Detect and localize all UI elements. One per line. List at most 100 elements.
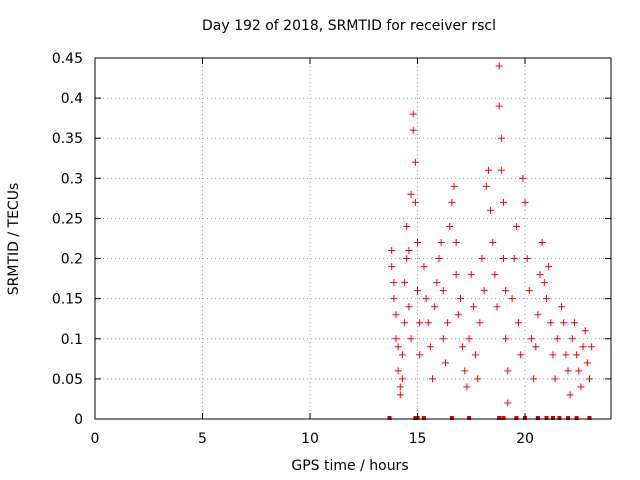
x-tick-labels: 0 5 10 15 20 <box>91 431 534 447</box>
data-point <box>562 351 570 359</box>
y-tick-label: 0.4 <box>61 91 83 107</box>
y-tick-label: 0.2 <box>61 252 83 268</box>
data-point <box>476 319 484 327</box>
data-point <box>543 295 550 303</box>
data-point <box>482 182 490 190</box>
y-axis-label: SRMTID / TECUs <box>6 183 22 296</box>
data-point <box>487 206 495 214</box>
data-point <box>467 271 475 279</box>
data-points <box>387 62 596 420</box>
zero-value-marker <box>421 416 426 420</box>
zero-value-marker <box>566 416 570 420</box>
zero-value-marker <box>497 416 502 420</box>
data-point <box>463 383 471 391</box>
data-point <box>515 319 523 327</box>
data-point <box>457 295 464 303</box>
y-tick-labels: 0 0.05 0.1 0.15 0.2 0.25 0.3 0.35 0.4 0.45 <box>52 51 83 428</box>
data-point <box>493 303 501 311</box>
data-point <box>403 255 411 263</box>
data-point <box>403 222 411 230</box>
zero-value-marker <box>467 416 472 420</box>
data-point <box>459 343 467 351</box>
data-point <box>390 295 398 303</box>
data-point <box>396 383 404 391</box>
data-point <box>495 102 503 110</box>
zero-value-marker <box>449 416 454 420</box>
data-point <box>450 182 458 190</box>
data-point <box>461 367 469 375</box>
data-point <box>568 335 576 343</box>
data-point <box>405 247 413 255</box>
data-point <box>530 375 538 383</box>
data-point <box>575 367 583 375</box>
zero-value-marker <box>501 416 506 420</box>
data-point <box>414 239 421 247</box>
data-point <box>409 110 417 118</box>
data-point <box>502 287 510 295</box>
data-point <box>534 311 542 319</box>
data-point <box>437 239 445 247</box>
y-tick-label: 0.15 <box>52 292 83 308</box>
data-point <box>504 399 512 407</box>
data-point <box>538 239 546 247</box>
data-point <box>570 319 578 327</box>
data-point <box>452 271 460 279</box>
data-point <box>532 343 540 351</box>
x-tick-label: 20 <box>516 431 534 447</box>
data-point <box>433 279 441 287</box>
data-point <box>489 239 497 247</box>
data-point <box>429 375 437 383</box>
data-point <box>409 126 417 134</box>
data-point <box>560 319 568 327</box>
data-point <box>390 279 398 287</box>
data-point <box>500 255 507 263</box>
data-point <box>416 319 424 327</box>
data-point <box>446 222 454 230</box>
data-point <box>500 198 507 206</box>
data-point <box>508 295 516 303</box>
data-point <box>519 174 527 182</box>
zero-value-marker <box>413 416 418 420</box>
y-tick-label: 0.45 <box>52 51 83 67</box>
data-point <box>394 343 402 351</box>
data-point <box>480 287 488 295</box>
data-point <box>407 190 415 198</box>
data-point <box>497 166 505 174</box>
data-point <box>454 311 462 319</box>
zero-value-marker <box>535 416 540 420</box>
grid-lines <box>95 58 611 419</box>
data-point <box>504 367 512 375</box>
data-point <box>416 351 424 359</box>
data-point <box>536 271 544 279</box>
data-point <box>521 198 529 206</box>
data-point <box>392 311 400 319</box>
data-point <box>401 319 409 327</box>
data-point <box>405 303 413 311</box>
data-point <box>388 247 396 255</box>
x-tick-label: 10 <box>301 431 319 447</box>
data-point <box>444 319 452 327</box>
data-point <box>452 239 460 247</box>
zero-value-marker <box>387 416 392 420</box>
data-point <box>435 255 443 263</box>
data-point <box>472 351 480 359</box>
x-tick-label: 5 <box>198 431 207 447</box>
zero-value-marker <box>550 416 555 420</box>
y-tick-label: 0.35 <box>52 131 83 147</box>
data-point <box>581 327 589 335</box>
data-point <box>553 335 561 343</box>
data-point <box>547 319 555 327</box>
zero-value-marker <box>557 416 562 420</box>
data-point <box>523 255 531 263</box>
data-point <box>551 375 559 383</box>
x-tick-label: 15 <box>409 431 427 447</box>
data-point <box>441 359 449 367</box>
data-point <box>431 303 439 311</box>
data-point <box>394 367 402 375</box>
data-point <box>558 303 566 311</box>
data-point <box>426 343 434 351</box>
x-tick-label: 0 <box>91 431 100 447</box>
data-point <box>448 198 456 206</box>
data-point <box>411 158 419 166</box>
